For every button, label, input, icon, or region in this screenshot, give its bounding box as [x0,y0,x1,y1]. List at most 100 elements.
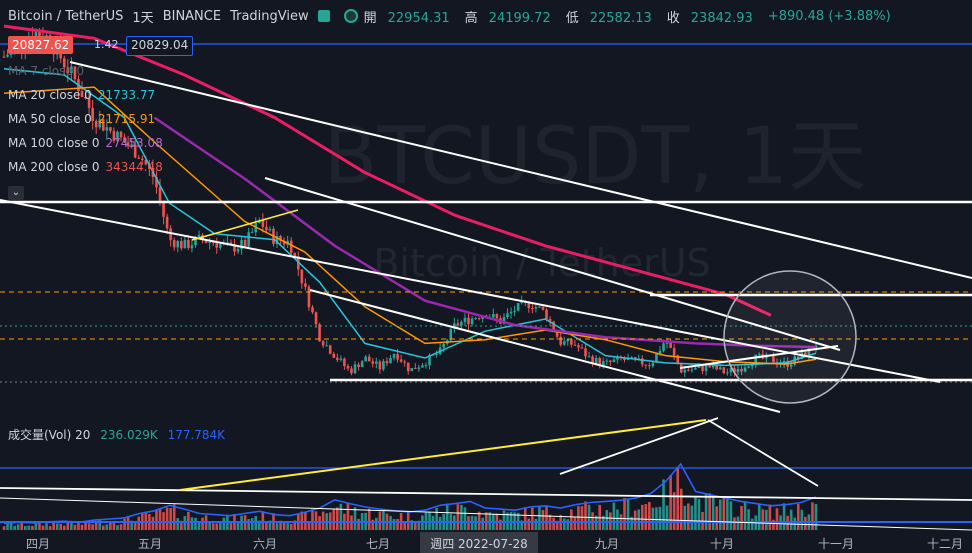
candle [130,138,133,149]
volume-bar [711,497,715,530]
eye-icon[interactable] [317,10,330,22]
candle [367,353,371,362]
high-label: 高 [464,10,478,26]
drawing-vol-base-2[interactable] [0,497,972,531]
candle [687,367,690,372]
volume-bar [651,507,655,530]
volume-bar [261,511,265,530]
volume-bar [761,509,765,530]
volume-bar [729,501,733,530]
candle [357,362,360,371]
candle [605,358,609,366]
candle [648,362,651,370]
legend-toggle[interactable]: ⌄ [8,184,24,200]
volume-bar [84,520,87,530]
legend-ma20-value: 21733.77 [97,88,156,102]
legend-ma200-value: 34344.48 [105,160,163,174]
legend-ma100[interactable]: MA 100 close 0 27453.08 [8,136,163,150]
ma-line-ma20[interactable] [3,68,817,367]
drawing-vol-down[interactable] [707,419,819,487]
candle [477,317,481,321]
legend-ma100-value: 27453.08 [105,136,163,150]
candle [701,364,704,375]
candle [513,305,516,317]
candle [339,355,343,362]
xtick-jul: 七月 [366,537,390,551]
candle [584,343,587,360]
volume-bar [307,521,311,530]
volume-bar [98,519,102,530]
candle [531,302,534,314]
volume-bar [655,507,658,530]
drawings[interactable] [0,61,972,531]
volume-bar [743,501,747,530]
bid-badge[interactable]: 20827.62 [8,36,74,54]
symbol-title[interactable]: Bitcoin / TetherUS [8,8,124,24]
candle [747,365,750,369]
volume-bar [66,520,70,530]
drawing-triangle-bottom[interactable] [679,345,839,369]
drawing-vol-base[interactable] [0,487,972,501]
volume-bar [566,519,570,530]
ma-line-ma50[interactable] [3,86,817,365]
drawing-descending-1[interactable] [0,199,941,383]
candle [321,339,325,349]
volume-bar [481,517,484,530]
volume-bar [165,507,169,530]
volume-bar [218,521,222,530]
ask-badge[interactable]: 20829.04 [126,36,194,56]
legend-volume[interactable]: 成交量(Vol) 20 236.029K 177.784K [8,426,225,443]
candle [637,354,641,360]
candle [91,100,94,130]
candle [311,305,314,315]
volume-bar [414,522,417,530]
legend-ma50[interactable]: MA 50 close 0 21715.91 [8,112,155,126]
volume-bar [9,523,13,530]
crosshair-date: 週四 2022-07-28 [430,537,528,551]
candle [304,278,307,291]
drawing-descending-2[interactable] [309,289,781,413]
candle [403,359,406,367]
volume-bar [190,517,194,530]
change-value: +890.48 (+3.88%) [767,8,891,24]
legend-ma20[interactable]: MA 20 close 0 21733.77 [8,88,155,102]
candle [70,57,73,81]
drawing-yellow-volume[interactable] [179,419,707,491]
drawing-yellow-small[interactable] [191,209,299,241]
candle [417,364,421,372]
volume-bar [73,524,77,530]
candle [179,237,183,251]
candle [268,226,272,233]
drawing-upper-channel[interactable] [69,61,972,279]
legend-ma20-label: MA 20 close 0 [8,88,92,102]
legend-ma7[interactable]: MA 7 close 0 [8,64,84,78]
legend-ma200[interactable]: MA 200 close 0 34344.48 [8,160,163,174]
candle [265,220,268,234]
ma-line-ma200[interactable] [3,24,772,317]
volume-bar [523,507,527,530]
volume-bar [669,475,672,530]
volume-bar [144,511,148,530]
volume-bar [367,508,371,530]
xtick-oct: 十月 [710,537,734,551]
volume-bar [697,498,701,530]
volume-bar [406,511,410,530]
volume-bar [396,518,399,530]
candle [722,367,726,375]
chevron-down-icon[interactable]: ⌄ [8,186,24,200]
candle [495,313,499,324]
candle [626,353,630,361]
drawing-descending-3[interactable] [264,177,841,351]
volume-bar [704,493,708,530]
drawing-vol-up[interactable] [559,417,719,475]
interval-label[interactable]: 1天 [132,10,154,26]
candle [463,313,467,326]
volume-bar [34,523,38,530]
volume-bar [286,523,289,530]
volume-bar [194,517,197,530]
volume-bar [545,505,548,530]
candle [172,237,176,251]
drawing-circle[interactable] [723,270,857,404]
